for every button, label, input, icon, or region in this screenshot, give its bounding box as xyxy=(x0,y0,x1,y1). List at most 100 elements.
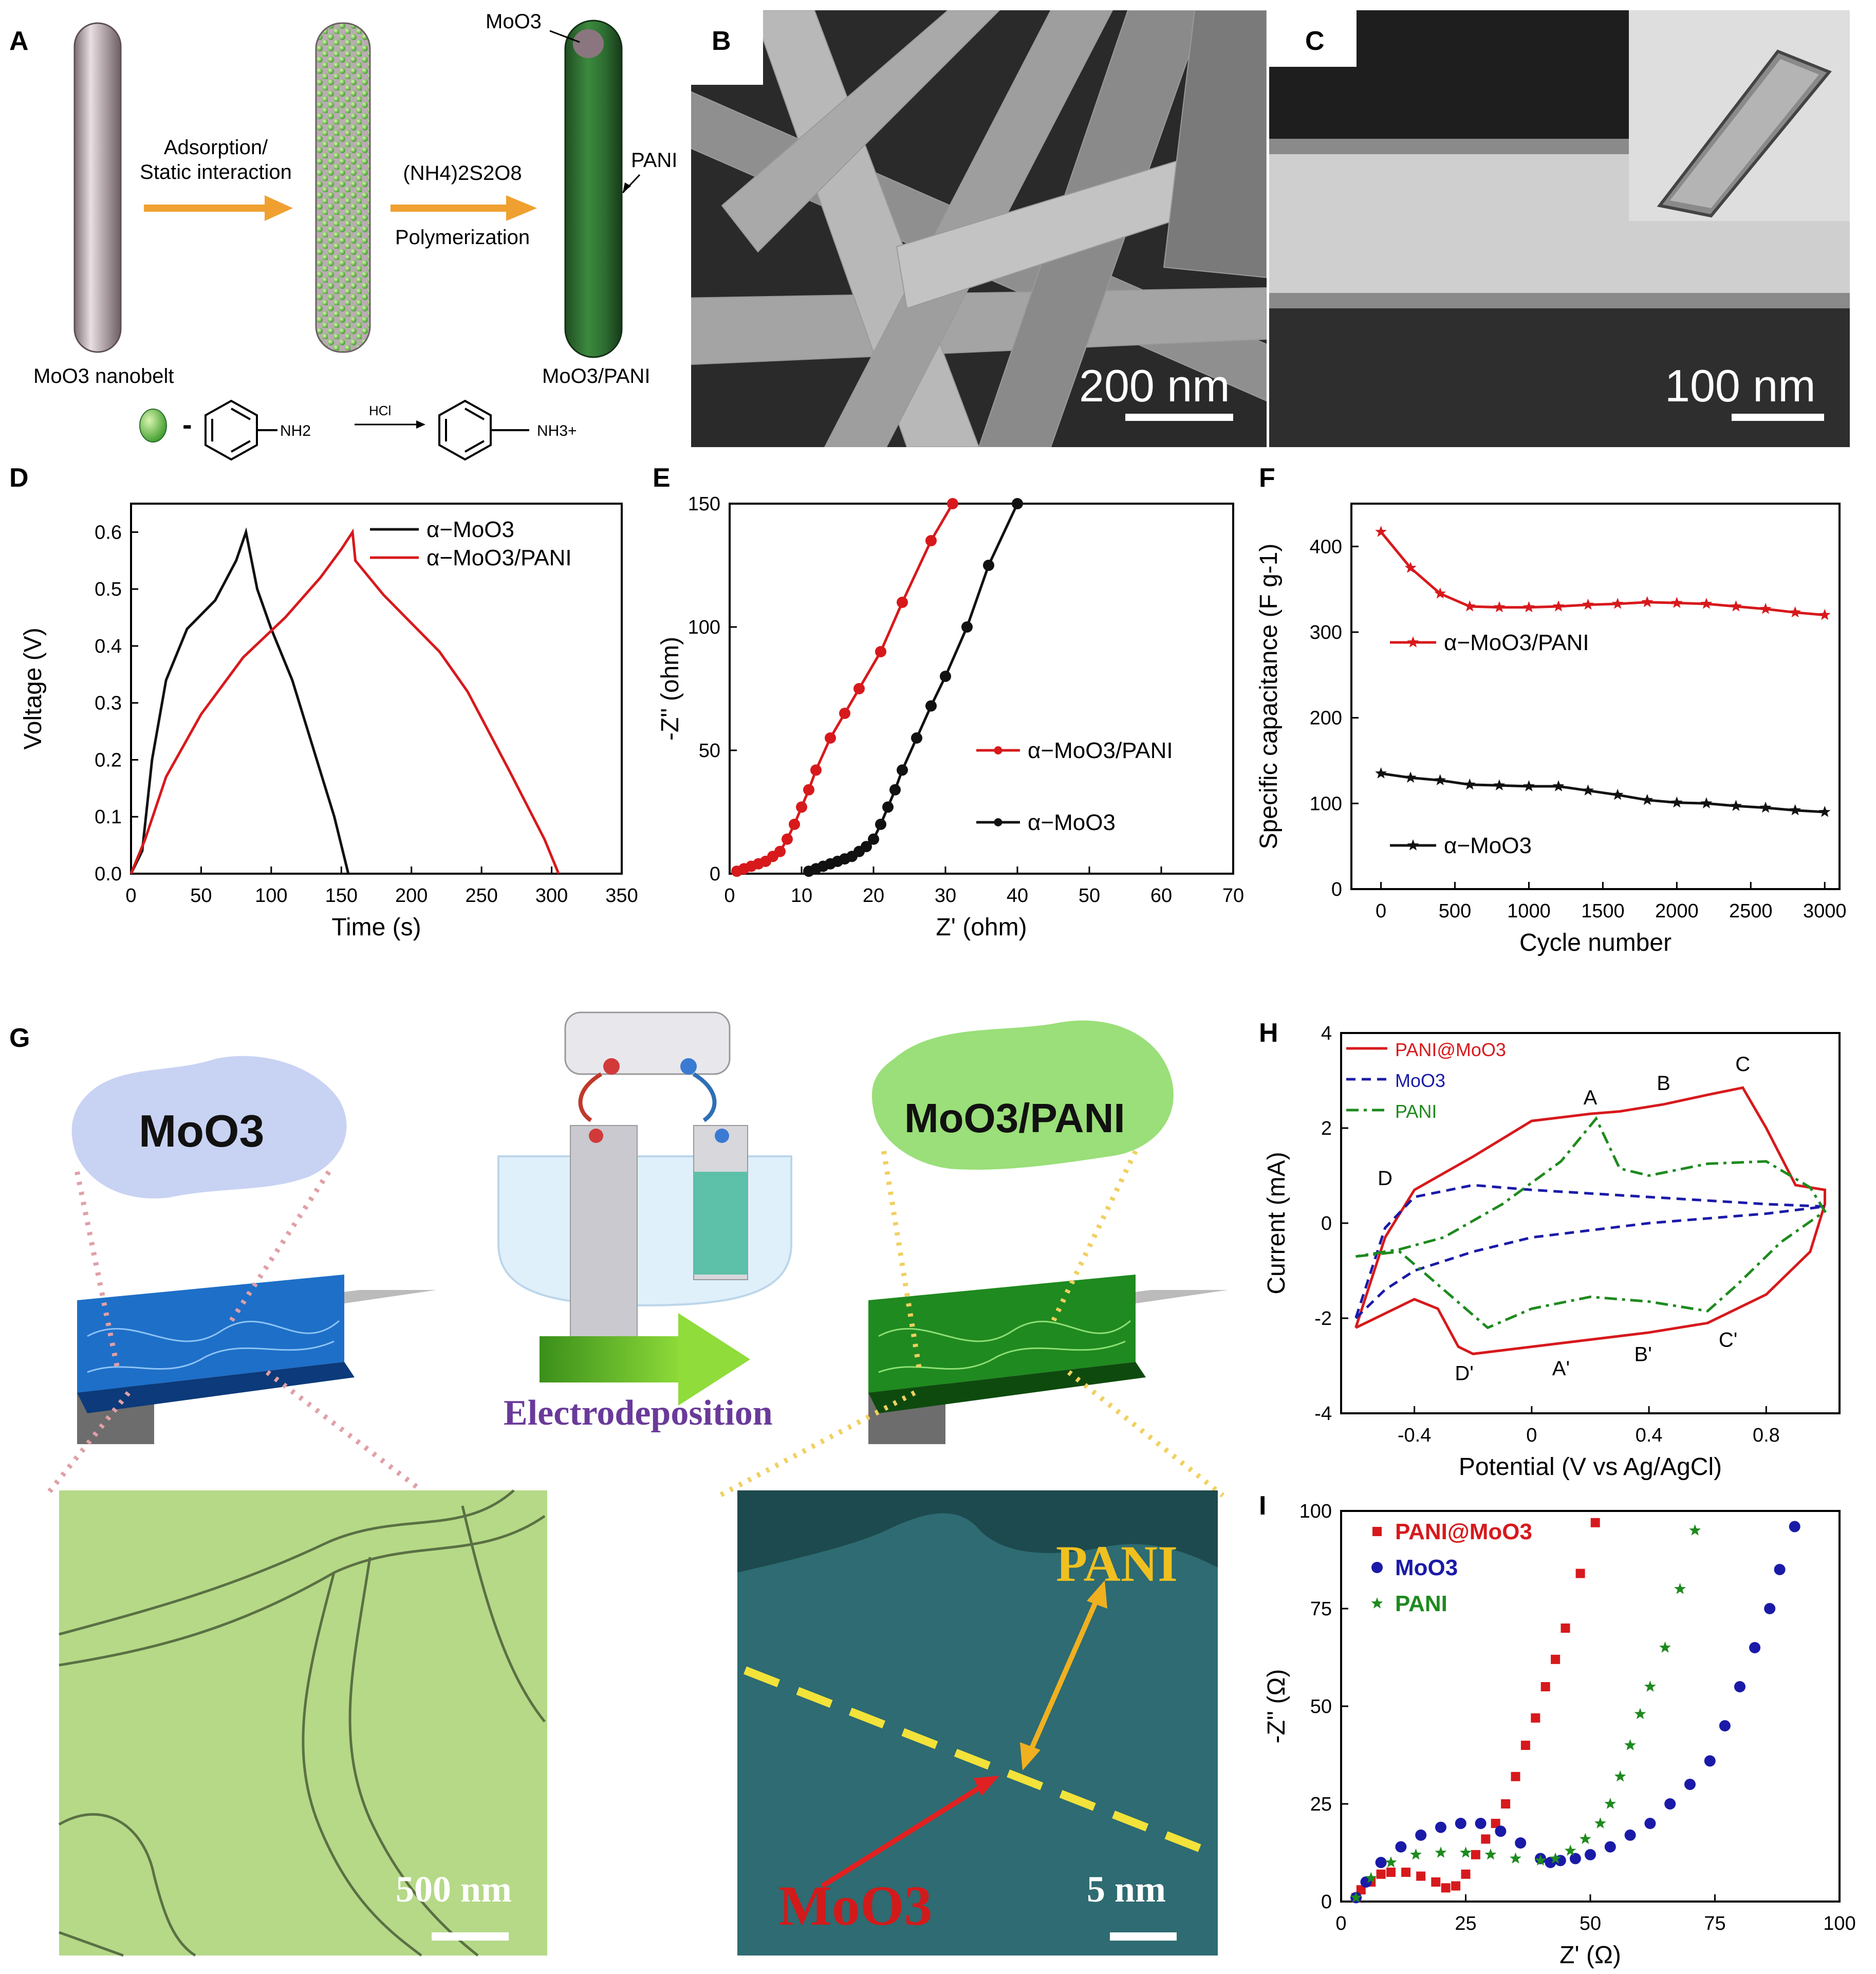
data-point xyxy=(1552,780,1565,791)
data-point xyxy=(1664,1798,1676,1810)
data-point xyxy=(1641,794,1654,805)
x-tick-label: 0.4 xyxy=(1636,1425,1663,1446)
g-tem-left-scale: 500 nm xyxy=(396,1869,512,1910)
data-point xyxy=(1451,1881,1461,1891)
polymerization-label: Polymerization xyxy=(395,226,530,249)
x-tick-label: 25 xyxy=(1455,1913,1476,1934)
data-point xyxy=(889,784,901,796)
legend-marker xyxy=(1372,1527,1382,1536)
sem-image-b xyxy=(680,10,1267,448)
y-tick-label: 0 xyxy=(1321,1213,1332,1234)
legend-label: α−MoO3/PANI xyxy=(1028,738,1173,763)
series-line xyxy=(1381,772,1825,814)
series-line xyxy=(1380,531,1825,617)
composite-powder-blob xyxy=(871,1020,1174,1170)
data-point xyxy=(1582,598,1594,610)
data-point xyxy=(1493,601,1506,613)
data-point xyxy=(1395,1841,1407,1853)
electrode-left xyxy=(570,1125,638,1347)
plot-frame xyxy=(130,503,623,875)
x-tick-label: 250 xyxy=(465,885,497,907)
scale-bar-b xyxy=(1125,414,1233,421)
pani-thickness-arrow xyxy=(1020,1580,1107,1770)
g-moo3-label: MoO3 xyxy=(139,1105,265,1156)
reagent-label: (NH4)2S2O8 xyxy=(403,162,522,185)
x-axis-label: Cycle number xyxy=(1519,929,1671,956)
data-point xyxy=(1549,1852,1562,1864)
x-tick-label: 0 xyxy=(1335,1913,1346,1934)
data-point xyxy=(1431,1877,1441,1887)
series-0 xyxy=(1375,526,1831,620)
panel-label-e: E xyxy=(653,463,671,493)
legend-item: MoO3 xyxy=(1346,1070,1445,1091)
interface-line xyxy=(744,1666,1219,1859)
y-axis-label: Voltage (V) xyxy=(20,628,47,749)
x-axis-label: Z' (Ω) xyxy=(1559,1942,1621,1969)
x-tick-label: 1000 xyxy=(1507,900,1551,922)
data-point xyxy=(1481,1834,1491,1844)
x-tick-label: 75 xyxy=(1704,1913,1725,1934)
data-point xyxy=(1774,1564,1786,1575)
g-composite-label: MoO3/PANI xyxy=(904,1095,1125,1141)
data-point xyxy=(1604,1798,1617,1809)
data-point xyxy=(1510,1852,1521,1864)
data-point xyxy=(1463,600,1476,612)
plot-frame xyxy=(729,503,1234,875)
data-point xyxy=(1523,780,1535,791)
series-line xyxy=(808,503,1019,873)
x-tick-label: 10 xyxy=(791,885,812,907)
panel-g-scheme xyxy=(44,1011,1228,1957)
peak-annotation: D' xyxy=(1455,1362,1474,1385)
x-tick-label: 300 xyxy=(535,885,568,907)
series-0 xyxy=(1354,1086,1826,1355)
data-point xyxy=(861,841,872,853)
panel-label-c: C xyxy=(1305,26,1325,56)
y-tick-label: 150 xyxy=(688,493,720,515)
y-tick-label: 0.1 xyxy=(95,806,122,828)
data-point xyxy=(1552,600,1565,612)
y-tick-label: 100 xyxy=(1310,793,1342,815)
data-point xyxy=(810,764,822,776)
y-tick-label: 0.2 xyxy=(95,749,122,771)
y-axis-label: -Z'' (ohm) xyxy=(657,637,684,741)
data-point xyxy=(882,801,894,813)
x-tick-label: 150 xyxy=(325,885,358,907)
data-point xyxy=(1749,1642,1761,1653)
data-point xyxy=(1674,1583,1686,1594)
x-tick-label: 30 xyxy=(935,885,956,907)
chart-h: -0.4 0 0.4 0.8 -4 -2 0 2 4 Potential (V vs Ag/AgC… xyxy=(1263,1023,1841,1481)
x-tick-label: 2000 xyxy=(1655,900,1699,922)
y-tick-label: 400 xyxy=(1310,536,1342,558)
series-line xyxy=(129,527,350,875)
x-tick-label: 20 xyxy=(863,885,884,907)
series-1 xyxy=(1350,1521,1800,1904)
arrow-polymerization xyxy=(391,195,537,221)
scale-text-c: 100 nm xyxy=(1665,360,1816,411)
y-tick-label: -2 xyxy=(1314,1308,1332,1330)
data-point xyxy=(1594,1817,1606,1829)
data-point xyxy=(947,498,958,509)
plot-frame xyxy=(1350,503,1841,890)
data-point xyxy=(1416,1871,1426,1881)
x-tick-label: 50 xyxy=(1580,1913,1601,1934)
data-point xyxy=(1435,1821,1446,1833)
data-point xyxy=(1700,797,1713,808)
chart-f: 0 500 1000 1500 2000 2500 3000 0 100 200 300 400 Cyc… xyxy=(1255,503,1846,956)
series-line xyxy=(736,503,954,873)
legend-label: α−MoO3 xyxy=(1028,810,1116,835)
data-point xyxy=(1579,1833,1591,1844)
x-tick-label: 0 xyxy=(1376,900,1386,922)
data-point xyxy=(1759,603,1772,614)
x-tick-label: 1500 xyxy=(1581,900,1625,922)
data-point xyxy=(1404,771,1417,783)
peak-annotation: B' xyxy=(1634,1343,1652,1366)
data-point xyxy=(796,801,807,813)
legend-item: PANI xyxy=(1346,1101,1437,1122)
data-point xyxy=(1564,1844,1576,1856)
chart-d: 0 50 100 150 200 250 300 350 0.0 0.1 0.2 0.3 0.4 0.5 0… xyxy=(20,503,638,941)
data-point xyxy=(1611,788,1624,800)
data-point xyxy=(1441,1883,1451,1893)
scale-text-b: 200 nm xyxy=(1079,360,1230,411)
y-tick-label: 0 xyxy=(1331,879,1342,900)
legend-marker xyxy=(1371,1597,1383,1609)
